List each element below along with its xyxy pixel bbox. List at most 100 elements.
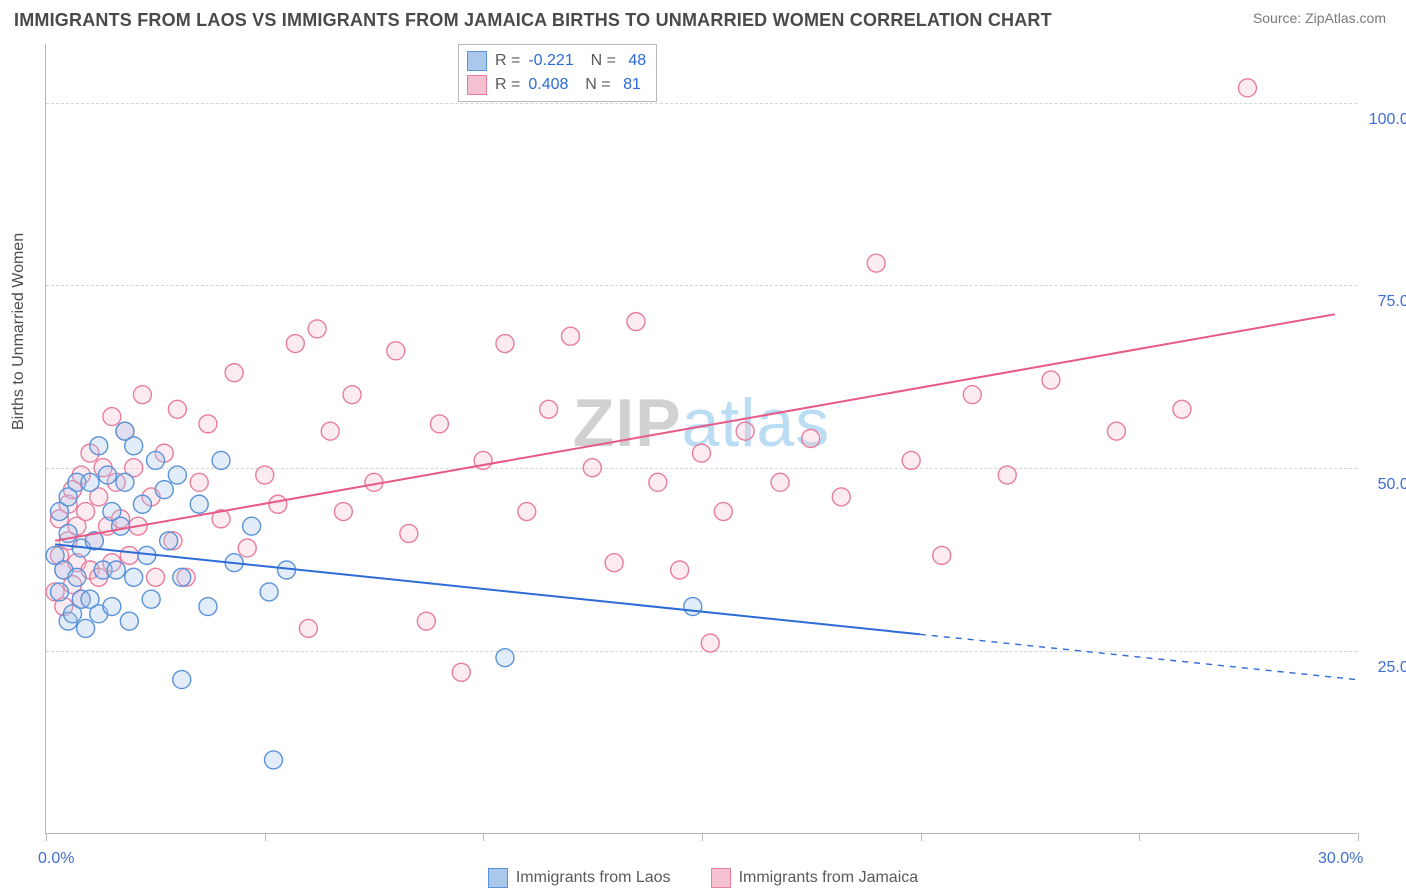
data-point: [693, 444, 711, 462]
data-point: [802, 430, 820, 448]
data-point: [125, 437, 143, 455]
data-point: [417, 612, 435, 630]
data-point: [225, 364, 243, 382]
legend-N-label: N =: [582, 49, 616, 73]
legend-item: Immigrants from Jamaica: [711, 868, 919, 888]
data-point: [998, 466, 1016, 484]
data-point: [199, 598, 217, 616]
chart-title: IMMIGRANTS FROM LAOS VS IMMIGRANTS FROM …: [14, 10, 1052, 31]
data-point: [173, 568, 191, 586]
data-point: [168, 466, 186, 484]
data-point: [107, 561, 125, 579]
data-point: [133, 386, 151, 404]
source-label: Source: ZipAtlas.com: [1253, 10, 1386, 26]
data-point: [260, 583, 278, 601]
data-point: [308, 320, 326, 338]
data-point: [112, 517, 130, 535]
legend-N-label: N =: [576, 73, 610, 97]
data-point: [540, 400, 558, 418]
data-point: [269, 495, 287, 513]
data-point: [103, 408, 121, 426]
y-tick-label: 100.0%: [1369, 111, 1406, 129]
legend-R-value: 0.408: [528, 73, 568, 97]
data-point: [103, 598, 121, 616]
data-point: [684, 598, 702, 616]
legend-R-label: R =: [495, 49, 520, 73]
legend-swatch: [467, 75, 487, 95]
legend-stat-row: R = -0.221 N = 48: [467, 49, 646, 73]
data-point: [430, 415, 448, 433]
legend-R-label: R =: [495, 73, 520, 97]
legend-swatch: [467, 51, 487, 71]
correlation-legend: R = -0.221 N = 48R = 0.408 N = 81: [458, 44, 657, 102]
data-point: [120, 612, 138, 630]
data-point: [1238, 79, 1256, 97]
legend-swatch: [711, 868, 731, 888]
data-point: [649, 473, 667, 491]
data-point: [343, 386, 361, 404]
y-tick-label: 75.0%: [1378, 293, 1406, 311]
data-point: [90, 437, 108, 455]
data-point: [1107, 422, 1125, 440]
trend-line: [55, 314, 1335, 540]
x-tick: [265, 833, 266, 841]
data-point: [77, 619, 95, 637]
data-point: [243, 517, 261, 535]
legend-label: Immigrants from Jamaica: [739, 869, 919, 887]
data-point: [714, 503, 732, 521]
data-point: [147, 451, 165, 469]
legend-label: Immigrants from Laos: [516, 869, 671, 887]
data-point: [147, 568, 165, 586]
data-point: [832, 488, 850, 506]
y-tick-label: 25.0%: [1378, 659, 1406, 677]
legend-N-value: 48: [624, 49, 646, 73]
x-tick-label: 0.0%: [38, 850, 74, 868]
data-point: [299, 619, 317, 637]
data-point: [256, 466, 274, 484]
data-point: [583, 459, 601, 477]
legend-N-value: 81: [619, 73, 641, 97]
x-tick: [1358, 833, 1359, 841]
x-tick: [1139, 833, 1140, 841]
data-point: [321, 422, 339, 440]
data-point: [496, 649, 514, 667]
data-point: [173, 671, 191, 689]
data-point: [264, 751, 282, 769]
trend-line-extrapolated: [920, 634, 1357, 679]
legend-stat-row: R = 0.408 N = 81: [467, 73, 646, 97]
data-point: [98, 466, 116, 484]
data-point: [671, 561, 689, 579]
data-point: [867, 254, 885, 272]
data-point: [50, 583, 68, 601]
data-point: [334, 503, 352, 521]
data-point: [902, 451, 920, 469]
data-point: [133, 495, 151, 513]
legend-swatch: [488, 868, 508, 888]
data-point: [627, 313, 645, 331]
trend-line: [55, 544, 920, 634]
data-point: [518, 503, 536, 521]
scatter-svg: [46, 44, 1357, 833]
data-point: [561, 327, 579, 345]
data-point: [155, 481, 173, 499]
data-point: [286, 335, 304, 353]
data-point: [160, 532, 178, 550]
data-point: [190, 495, 208, 513]
data-point: [168, 400, 186, 418]
series-legend: Immigrants from Laos Immigrants from Jama…: [0, 868, 1406, 888]
data-point: [199, 415, 217, 433]
data-point: [190, 473, 208, 491]
x-tick-label: 30.0%: [1318, 850, 1363, 868]
x-tick: [921, 833, 922, 841]
legend-item: Immigrants from Laos: [488, 868, 671, 888]
data-point: [1042, 371, 1060, 389]
chart-plot-area: ZIPatlas 25.0%50.0%75.0%100.0%0.0%30.0%: [45, 44, 1357, 834]
data-point: [963, 386, 981, 404]
data-point: [68, 568, 86, 586]
data-point: [142, 590, 160, 608]
data-point: [81, 473, 99, 491]
y-axis-title: Births to Unmarried Women: [10, 233, 28, 430]
y-tick-label: 50.0%: [1378, 476, 1406, 494]
data-point: [771, 473, 789, 491]
data-point: [116, 473, 134, 491]
